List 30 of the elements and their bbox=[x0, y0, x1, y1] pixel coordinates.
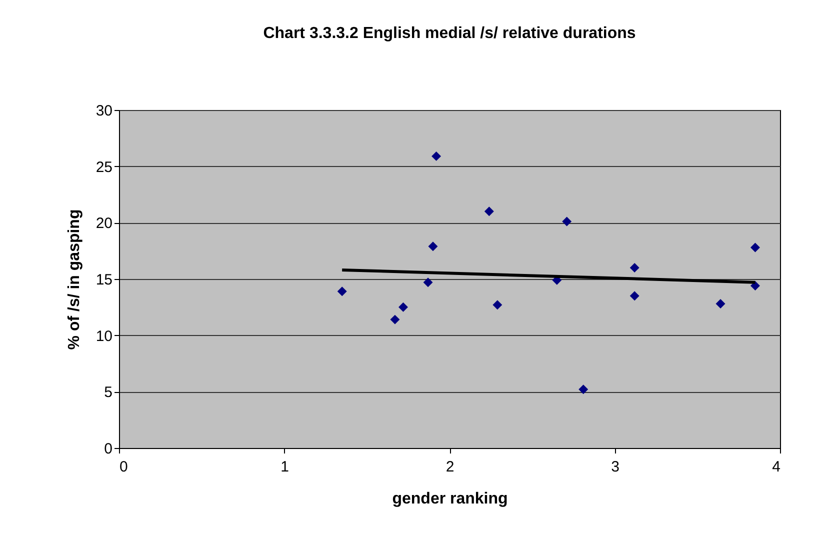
y-axis-title: % of /s/ in gasping bbox=[66, 209, 83, 350]
point bbox=[750, 242, 760, 252]
point bbox=[423, 278, 433, 288]
point bbox=[750, 281, 760, 291]
point bbox=[578, 384, 588, 394]
point bbox=[484, 206, 494, 216]
point bbox=[428, 242, 438, 252]
point bbox=[492, 300, 502, 310]
point bbox=[716, 299, 726, 309]
x-tick-label: 3 bbox=[611, 458, 620, 476]
point bbox=[630, 291, 640, 301]
y-tick-label: 0 bbox=[104, 440, 112, 458]
x-axis-title: gender ranking bbox=[392, 490, 508, 508]
y-tick-label: 5 bbox=[104, 384, 112, 402]
point bbox=[630, 262, 640, 272]
point bbox=[337, 286, 347, 296]
point bbox=[562, 216, 572, 226]
chart-title: Chart 3.3.3.2 English medial /s/ relative durations bbox=[263, 25, 636, 42]
y-tick-label: 30 bbox=[96, 102, 112, 120]
y-tick-label: 10 bbox=[96, 328, 112, 345]
y-tick-label: 20 bbox=[96, 215, 112, 232]
y-tick-label: 25 bbox=[96, 158, 112, 176]
x-tick-label: 4 bbox=[772, 458, 780, 476]
point bbox=[432, 151, 442, 161]
point bbox=[398, 302, 408, 312]
x-tick-label: 1 bbox=[280, 458, 289, 476]
x-tick-label: 0 bbox=[120, 458, 128, 476]
point bbox=[390, 314, 400, 324]
y-tick-label: 15 bbox=[96, 272, 112, 288]
x-tick-label: 2 bbox=[446, 458, 454, 476]
